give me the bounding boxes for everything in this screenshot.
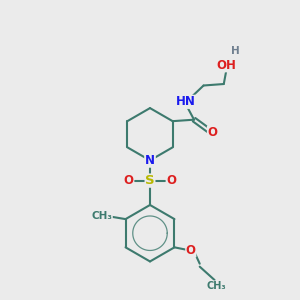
Text: H: H (231, 46, 239, 56)
Text: CH₃: CH₃ (206, 281, 226, 291)
Text: N: N (145, 154, 155, 167)
Text: N: N (145, 154, 155, 167)
Text: S: S (145, 174, 155, 187)
Text: O: O (167, 174, 176, 187)
Text: CH₃: CH₃ (91, 211, 112, 221)
Text: O: O (124, 174, 134, 187)
Text: O: O (186, 244, 196, 257)
Text: OH: OH (217, 59, 237, 72)
Text: HN: HN (176, 95, 196, 108)
Text: O: O (208, 126, 218, 139)
